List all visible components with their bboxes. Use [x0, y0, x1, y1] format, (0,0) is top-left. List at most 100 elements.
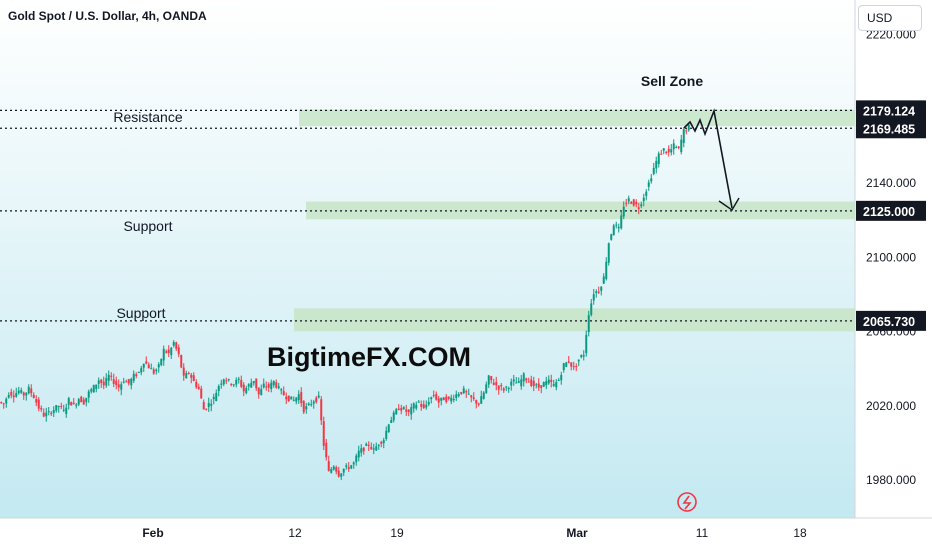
candle-body [450, 397, 453, 402]
candle-body [537, 383, 540, 388]
candle-body [327, 461, 330, 471]
candle-body [182, 367, 185, 376]
candle-body [202, 402, 205, 410]
y-tick-label: 2220.000 [866, 28, 916, 42]
candle-body [157, 364, 160, 368]
candle-body [617, 226, 620, 229]
candle-body [347, 467, 350, 469]
candle-body [422, 404, 425, 409]
candle-body [447, 396, 450, 399]
candle-body [237, 378, 240, 380]
candle-body [57, 406, 60, 408]
candle-body [277, 386, 280, 389]
candle-body [577, 359, 580, 362]
candle-body [512, 379, 515, 382]
lightning-icon[interactable] [677, 492, 697, 512]
candle-body [282, 391, 285, 396]
candle-body [230, 383, 233, 385]
candle-body [445, 396, 448, 402]
candle-body [370, 446, 373, 450]
candle-body [167, 349, 170, 354]
candle-body [207, 402, 210, 408]
candle-body [545, 381, 548, 386]
candle-body [660, 153, 663, 155]
candle-body [242, 384, 245, 392]
candle-body [290, 396, 293, 400]
candle-body [377, 444, 380, 446]
time-axis-background [0, 518, 932, 550]
candle-body [245, 388, 248, 394]
candle-body [45, 412, 48, 417]
candle-body [260, 388, 263, 396]
candle-body [177, 347, 180, 355]
candle-body [365, 443, 368, 446]
currency-selector[interactable]: USD [858, 5, 922, 31]
candle-body [657, 153, 660, 164]
candle-body [507, 388, 510, 390]
candle-body [382, 440, 385, 444]
candle-body [570, 362, 573, 367]
y-tick-label: 2020.000 [866, 399, 916, 413]
candle-body [137, 371, 140, 373]
candle-body [627, 198, 630, 202]
price-label-box [856, 100, 926, 121]
candle-body [140, 368, 143, 373]
candle-body [170, 347, 173, 356]
candle-body [392, 412, 395, 421]
candle-body [307, 403, 310, 405]
candle-body [27, 386, 30, 394]
candle-body [625, 202, 628, 204]
candle-body [550, 379, 553, 383]
candle-body [532, 380, 535, 387]
candle-body [455, 394, 458, 398]
candle-body [12, 395, 15, 398]
candle-body [175, 342, 178, 349]
candle-body [295, 397, 298, 402]
candle-body [605, 261, 608, 279]
candle-body [195, 381, 198, 388]
candle-body [555, 382, 558, 388]
candle-body [667, 148, 670, 153]
candle-body [635, 201, 638, 205]
candle-body [322, 421, 325, 446]
candle-body [125, 381, 128, 383]
candle-body [107, 374, 110, 381]
candle-body [500, 385, 503, 387]
candle-body [362, 447, 365, 452]
candle-body [615, 224, 618, 226]
candle-body [567, 361, 570, 363]
candle-body [425, 404, 428, 408]
candle-body [510, 381, 513, 386]
candle-body [152, 369, 155, 374]
candle-body [580, 355, 583, 358]
zone-support [294, 308, 855, 332]
candle-body [275, 382, 278, 388]
candle-body [565, 362, 568, 367]
candle-body [35, 398, 38, 403]
candle-body [620, 215, 623, 229]
candle-body [670, 149, 673, 153]
candle-body [672, 143, 675, 150]
candle-body [665, 151, 668, 154]
candle-body [150, 368, 153, 370]
candle-body [162, 348, 165, 361]
candle-body [375, 446, 378, 451]
candle-body [55, 405, 58, 411]
candle-body [22, 392, 25, 396]
candle-body [472, 397, 475, 399]
candle-body [540, 385, 543, 388]
candle-body [487, 375, 490, 385]
candle-body [270, 382, 273, 390]
candle-body [345, 465, 348, 467]
candle-body [482, 392, 485, 399]
candle-body [130, 378, 133, 386]
x-tick-label: 12 [288, 526, 302, 540]
candle-body [155, 369, 158, 372]
candle-body [250, 382, 253, 388]
candle-body [682, 129, 685, 143]
candle-body [227, 379, 230, 381]
candle-body [280, 389, 283, 391]
candle-body [435, 393, 438, 400]
